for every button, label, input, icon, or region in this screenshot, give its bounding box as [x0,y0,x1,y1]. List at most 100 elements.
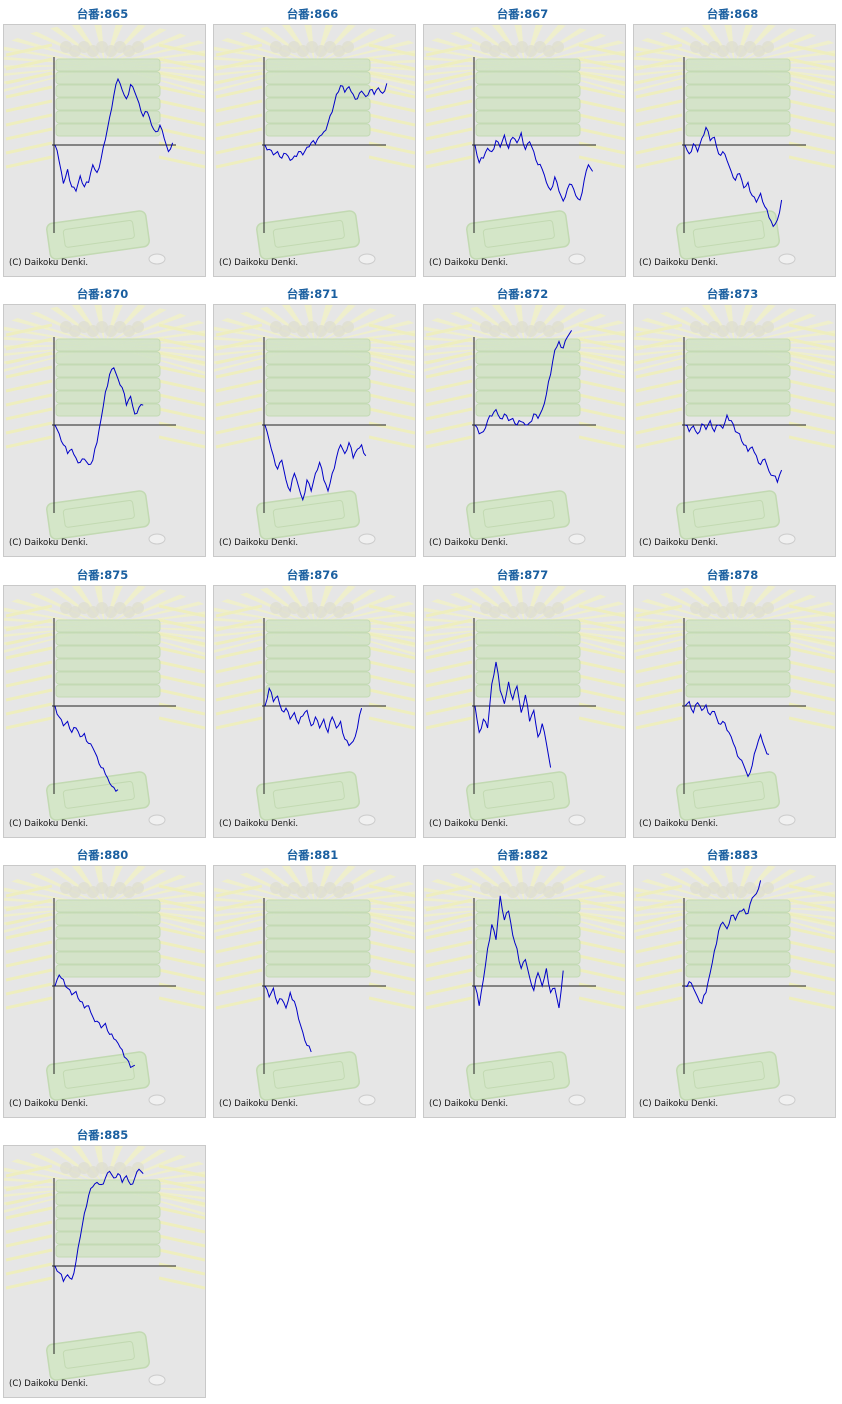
series-line [684,880,762,1005]
chart-svg [214,25,415,265]
chart-panel: 台番:872 (C) Daikoku Denki. [420,280,626,557]
background-illustration [424,305,625,545]
chart-frame: (C) Daikoku Denki. [3,24,206,277]
series-line [54,77,174,193]
background-illustration [634,25,835,265]
chart-title[interactable]: 台番:871 [286,287,339,301]
chart-frame: (C) Daikoku Denki. [3,304,206,557]
background-illustration [4,866,205,1106]
series-line [474,661,552,768]
chart-title[interactable]: 台番:881 [286,848,339,862]
chart-panel: 台番:873 (C) Daikoku Denki. [630,280,836,557]
chart-frame: (C) Daikoku Denki. [633,865,836,1118]
chart-frame: (C) Daikoku Denki. [213,304,416,557]
background-illustration [214,25,415,265]
chart-title[interactable]: 台番:868 [706,7,759,21]
chart-frame: (C) Daikoku Denki. [423,24,626,277]
chart-panel: 台番:871 (C) Daikoku Denki. [210,280,416,557]
series-line [684,413,783,484]
series-line [264,83,388,162]
chart-title[interactable]: 台番:867 [496,7,549,21]
chart-panel: 台番:885 (C) Daikoku Denki. [0,1121,206,1398]
chart-svg [4,25,205,265]
chart-svg [214,866,415,1106]
series-line [54,1168,144,1283]
chart-panel: 台番:870 (C) Daikoku Denki. [0,280,206,557]
chart-frame: (C) Daikoku Denki. [633,585,836,838]
chart-panel: 台番:875 (C) Daikoku Denki. [0,561,206,838]
copyright-text: (C) Daikoku Denki. [429,538,509,548]
chart-frame: (C) Daikoku Denki. [633,304,836,557]
chart-svg [4,586,205,826]
chart-title[interactable]: 台番:865 [76,7,129,21]
series-line [474,130,594,203]
chart-title[interactable]: 台番:876 [286,568,339,582]
copyright-text: (C) Daikoku Denki. [9,1379,89,1389]
chart-svg [424,25,625,265]
chart-title[interactable]: 台番:866 [286,7,339,21]
chart-title[interactable]: 台番:873 [706,287,759,301]
chart-svg [4,305,205,545]
chart-svg [4,1146,205,1386]
chart-panel: 台番:878 (C) Daikoku Denki. [630,561,836,838]
chart-panel: 台番:866 (C) Daikoku Denki. [210,0,416,277]
background-illustration [634,586,835,826]
series-line [264,686,363,747]
background-illustration [634,305,835,545]
chart-panel: 台番:876 (C) Daikoku Denki. [210,561,416,838]
chart-title[interactable]: 台番:877 [496,568,549,582]
chart-title[interactable]: 台番:875 [76,568,129,582]
chart-panel: 台番:881 (C) Daikoku Denki. [210,841,416,1118]
chart-frame: (C) Daikoku Denki. [3,865,206,1118]
background-illustration [634,866,835,1106]
chart-frame: (C) Daikoku Denki. [423,585,626,838]
copyright-text: (C) Daikoku Denki. [639,258,719,268]
chart-svg [214,586,415,826]
series-line [684,700,770,778]
chart-svg [424,305,625,545]
chart-frame: (C) Daikoku Denki. [423,304,626,557]
chart-frame: (C) Daikoku Denki. [3,585,206,838]
copyright-text: (C) Daikoku Denki. [429,1099,509,1109]
chart-title[interactable]: 台番:882 [496,848,549,862]
series-line [54,367,144,466]
series-line [54,705,119,792]
background-illustration [214,305,415,545]
chart-title[interactable]: 台番:878 [706,568,759,582]
chart-panel: 台番:880 (C) Daikoku Denki. [0,841,206,1118]
background-illustration [4,305,205,545]
chart-svg [4,866,205,1106]
copyright-text: (C) Daikoku Denki. [429,819,509,829]
background-illustration [4,25,205,265]
chart-frame: (C) Daikoku Denki. [213,24,416,277]
background-illustration [424,586,625,826]
chart-title[interactable]: 台番:880 [76,848,129,862]
chart-frame: (C) Daikoku Denki. [3,1145,206,1398]
chart-title[interactable]: 台番:870 [76,287,129,301]
chart-frame: (C) Daikoku Denki. [213,585,416,838]
series-line [474,330,573,435]
copyright-text: (C) Daikoku Denki. [219,1099,299,1109]
chart-title[interactable]: 台番:872 [496,287,549,301]
series-line [54,973,136,1069]
series-line [474,895,564,1009]
background-illustration [214,586,415,826]
chart-panel: 台番:868 (C) Daikoku Denki. [630,0,836,277]
copyright-text: (C) Daikoku Denki. [9,538,89,548]
chart-svg [634,586,835,826]
chart-panel: 台番:883 (C) Daikoku Denki. [630,841,836,1118]
copyright-text: (C) Daikoku Denki. [429,258,509,268]
series-line [264,985,312,1053]
chart-panel: 台番:865 (C) Daikoku Denki. [0,0,206,277]
series-line [684,126,783,228]
chart-panel: 台番:867 (C) Daikoku Denki. [420,0,626,277]
copyright-text: (C) Daikoku Denki. [9,819,89,829]
chart-svg [634,25,835,265]
chart-title[interactable]: 台番:883 [706,848,759,862]
chart-title[interactable]: 台番:885 [76,1128,129,1142]
chart-panel: 台番:877 (C) Daikoku Denki. [420,561,626,838]
copyright-text: (C) Daikoku Denki. [639,538,719,548]
chart-frame: (C) Daikoku Denki. [423,865,626,1118]
chart-frame: (C) Daikoku Denki. [213,865,416,1118]
chart-svg [424,586,625,826]
